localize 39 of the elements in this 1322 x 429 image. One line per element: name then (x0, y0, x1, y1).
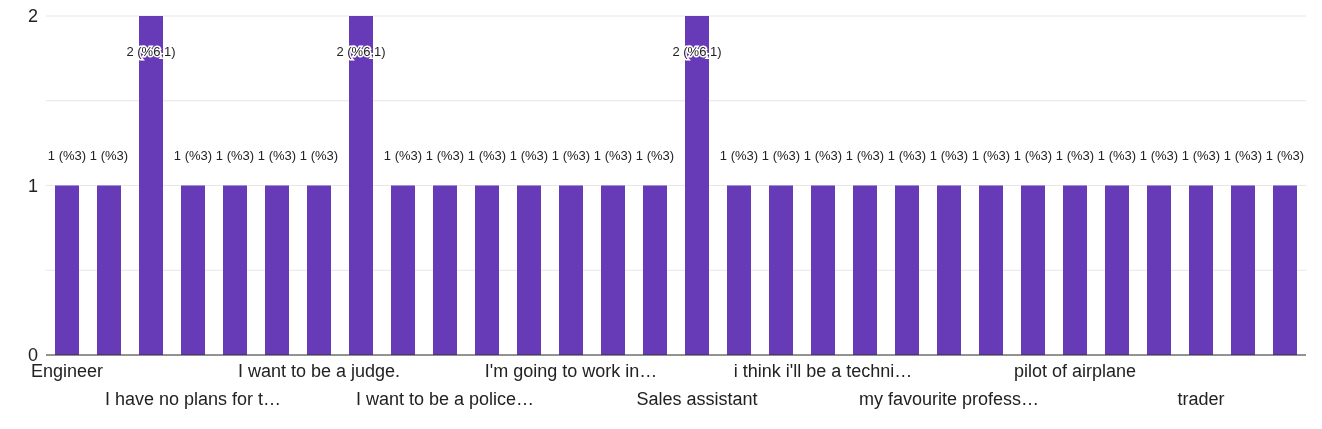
x-tick-label: pilot of airplane (1013, 361, 1137, 381)
data-label: 1 (%3) (929, 147, 969, 163)
data-label: 1 (%3) (425, 147, 465, 163)
data-label: 1 (%3) (887, 147, 927, 163)
data-label: 1 (%3) (719, 147, 759, 163)
data-label: 1 (%3) (1223, 147, 1263, 163)
data-label: 1 (%3) (89, 147, 129, 163)
y-tick-label: 1 (27, 175, 38, 196)
x-tick-label: Engineer (30, 361, 104, 381)
data-label: 1 (%3) (845, 147, 885, 163)
data-label: 1 (%3) (1139, 147, 1179, 163)
data-label: 1 (%3) (299, 147, 339, 163)
data-label: 1 (%3) (1181, 147, 1221, 163)
data-label: 1 (%3) (173, 147, 213, 163)
data-label: 1 (%3) (47, 147, 87, 163)
x-tick-label: I want to be a police… (355, 389, 535, 409)
x-tick-label: I want to be a judge. (237, 361, 401, 381)
data-label: 1 (%3) (551, 147, 591, 163)
data-label: 1 (%3) (467, 147, 507, 163)
data-label: 1 (%3) (1097, 147, 1137, 163)
data-label: 1 (%3) (761, 147, 801, 163)
data-label: 1 (%3) (803, 147, 843, 163)
data-label: 1 (%3) (383, 147, 423, 163)
data-label: 1 (%3) (215, 147, 255, 163)
x-tick-label: I'm going to work in… (484, 361, 658, 381)
data-label: 1 (%3) (635, 147, 675, 163)
x-tick-label: trader (1177, 389, 1225, 409)
x-tick-label: my favourite profess… (858, 389, 1040, 409)
data-label: 1 (%3) (257, 147, 297, 163)
data-label: 1 (%3) (1013, 147, 1053, 163)
data-label: 1 (%3) (1055, 147, 1095, 163)
data-label: 1 (%3) (509, 147, 549, 163)
data-label: 1 (%3) (971, 147, 1011, 163)
y-tick-label: 2 (27, 6, 38, 27)
data-label: 1 (%3) (593, 147, 633, 163)
data-label: 1 (%3) (1265, 147, 1305, 163)
x-tick-label: Sales assistant (636, 389, 758, 409)
x-tick-label: i think i'll be a techni… (733, 361, 913, 381)
x-tick-label: I have no plans for t… (104, 389, 282, 409)
